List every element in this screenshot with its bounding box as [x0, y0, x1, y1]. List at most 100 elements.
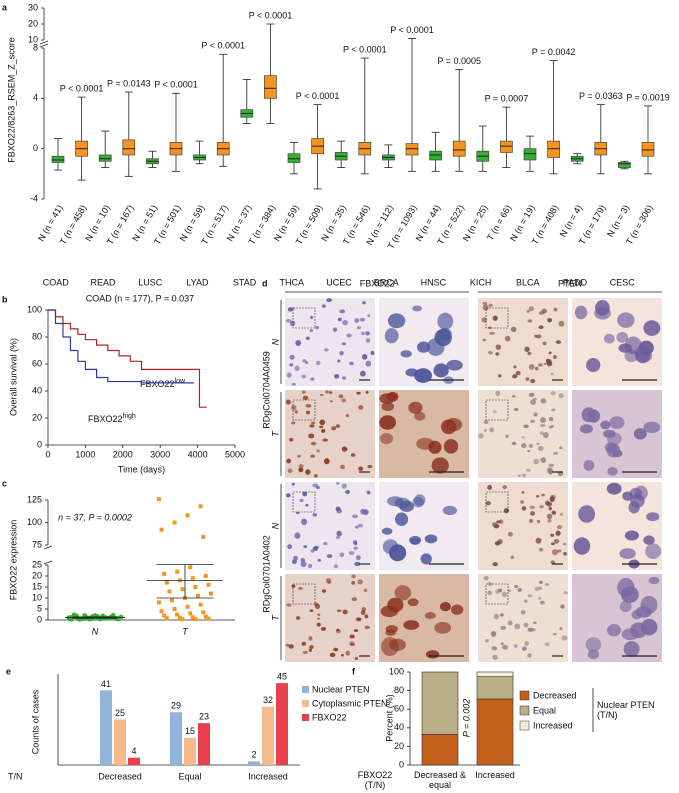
- micrograph: [285, 390, 375, 478]
- cell-nucleus: [354, 318, 360, 323]
- y-tick-label: 20: [394, 741, 404, 751]
- cell-nucleus: [337, 359, 341, 363]
- cell-nucleus: [500, 613, 504, 617]
- cell-nucleus: [287, 307, 293, 312]
- cell-nucleus: [342, 609, 348, 615]
- cell-nucleus: [538, 547, 544, 552]
- data-point: [175, 612, 180, 617]
- cell-nucleus: [550, 372, 554, 375]
- micrograph: [379, 390, 469, 478]
- cell-nucleus: [367, 464, 373, 469]
- cell-nucleus: [562, 543, 567, 546]
- box: [98, 154, 112, 162]
- cell-nucleus: [293, 555, 299, 561]
- cell-nucleus: [535, 495, 540, 498]
- cell-nucleus: [329, 652, 336, 658]
- data-label: 45: [277, 671, 287, 681]
- cell-nucleus: [548, 351, 552, 355]
- box: [500, 140, 513, 153]
- cell-nucleus: [646, 512, 660, 522]
- cell-nucleus: [424, 612, 436, 620]
- cell-nucleus: [285, 643, 290, 647]
- cell-nucleus: [327, 581, 332, 584]
- cell-nucleus: [446, 359, 463, 371]
- bar: [128, 757, 140, 765]
- cell-nucleus: [544, 642, 550, 647]
- y-tick-label: 100: [27, 304, 42, 314]
- cell-nucleus: [301, 390, 306, 394]
- cell-nucleus: [400, 350, 412, 358]
- y-tick-label: 100: [27, 517, 42, 527]
- cell-nucleus: [492, 315, 498, 321]
- cell-nucleus: [367, 314, 371, 318]
- cell-nucleus: [523, 424, 529, 429]
- micrograph: [478, 298, 568, 386]
- bar-segment: [476, 676, 514, 700]
- cell-nucleus: [361, 353, 368, 360]
- cell-nucleus: [497, 588, 503, 592]
- zoom-box: [292, 307, 316, 329]
- panel-letter: e: [6, 666, 11, 676]
- group-label: CESC: [610, 277, 636, 287]
- cell-nucleus: [559, 513, 564, 516]
- cell-nucleus: [617, 312, 635, 328]
- data-point: [198, 504, 203, 509]
- y-tick-label: 125: [27, 494, 42, 504]
- p-value: P < 0.0001: [296, 91, 340, 101]
- cell-nucleus: [334, 373, 340, 379]
- cell-nucleus: [363, 509, 369, 516]
- cell-nucleus: [335, 506, 341, 512]
- cell-nucleus: [298, 586, 303, 590]
- bar-segment: [421, 671, 459, 735]
- cell-nucleus: [316, 622, 321, 627]
- cell-nucleus: [294, 410, 298, 414]
- cell-nucleus: [489, 427, 495, 433]
- cell-nucleus: [345, 414, 350, 417]
- legend-title: Nuclear PTEN (T/N): [597, 700, 655, 720]
- cell-nucleus: [337, 317, 342, 322]
- cell-nucleus: [556, 525, 563, 530]
- cell-nucleus: [558, 320, 565, 327]
- cell-nucleus: [538, 311, 545, 315]
- cell-nucleus: [370, 350, 375, 356]
- cell-nucleus: [323, 541, 328, 546]
- cell-nucleus: [538, 596, 542, 600]
- data-point: [206, 582, 211, 587]
- cell-nucleus: [339, 350, 344, 356]
- panel-letter: b: [2, 294, 8, 304]
- group-label: LUSC: [138, 277, 163, 287]
- cell-nucleus: [297, 454, 301, 458]
- cell-nucleus: [517, 474, 522, 477]
- zoom-box: [292, 491, 316, 513]
- cell-nucleus: [559, 627, 563, 631]
- legend-swatch: [302, 686, 309, 693]
- cell-nucleus: [595, 300, 610, 316]
- cell-nucleus: [353, 629, 359, 632]
- cell-nucleus: [483, 420, 489, 425]
- cell-nucleus: [357, 523, 364, 528]
- cell-nucleus: [550, 391, 556, 396]
- cell-nucleus: [553, 307, 558, 312]
- cell-nucleus: [619, 548, 636, 560]
- cell-nucleus: [643, 421, 661, 433]
- legend-name: FBXO22: [140, 379, 175, 389]
- cell-nucleus: [295, 616, 301, 620]
- cell-nucleus: [513, 407, 519, 411]
- cell-nucleus: [363, 588, 368, 593]
- x-tick-label: Increased: [248, 771, 288, 781]
- p-value: P = 0.0143: [107, 78, 151, 88]
- cell-nucleus: [308, 433, 315, 439]
- data-point: [157, 497, 161, 502]
- cell-nucleus: [341, 483, 347, 489]
- x-tick-label: Decreased: [98, 771, 142, 781]
- panel-letter: a: [2, 2, 8, 12]
- data-point: [206, 616, 211, 621]
- cell-nucleus: [523, 599, 528, 603]
- cell-nucleus: [345, 489, 350, 495]
- cell-nucleus: [552, 549, 558, 556]
- cell-nucleus: [302, 359, 307, 363]
- data-point: [196, 593, 200, 598]
- cell-nucleus: [539, 600, 546, 605]
- y-tick-label: 60: [32, 358, 42, 368]
- y-tick-label: 25: [32, 559, 42, 569]
